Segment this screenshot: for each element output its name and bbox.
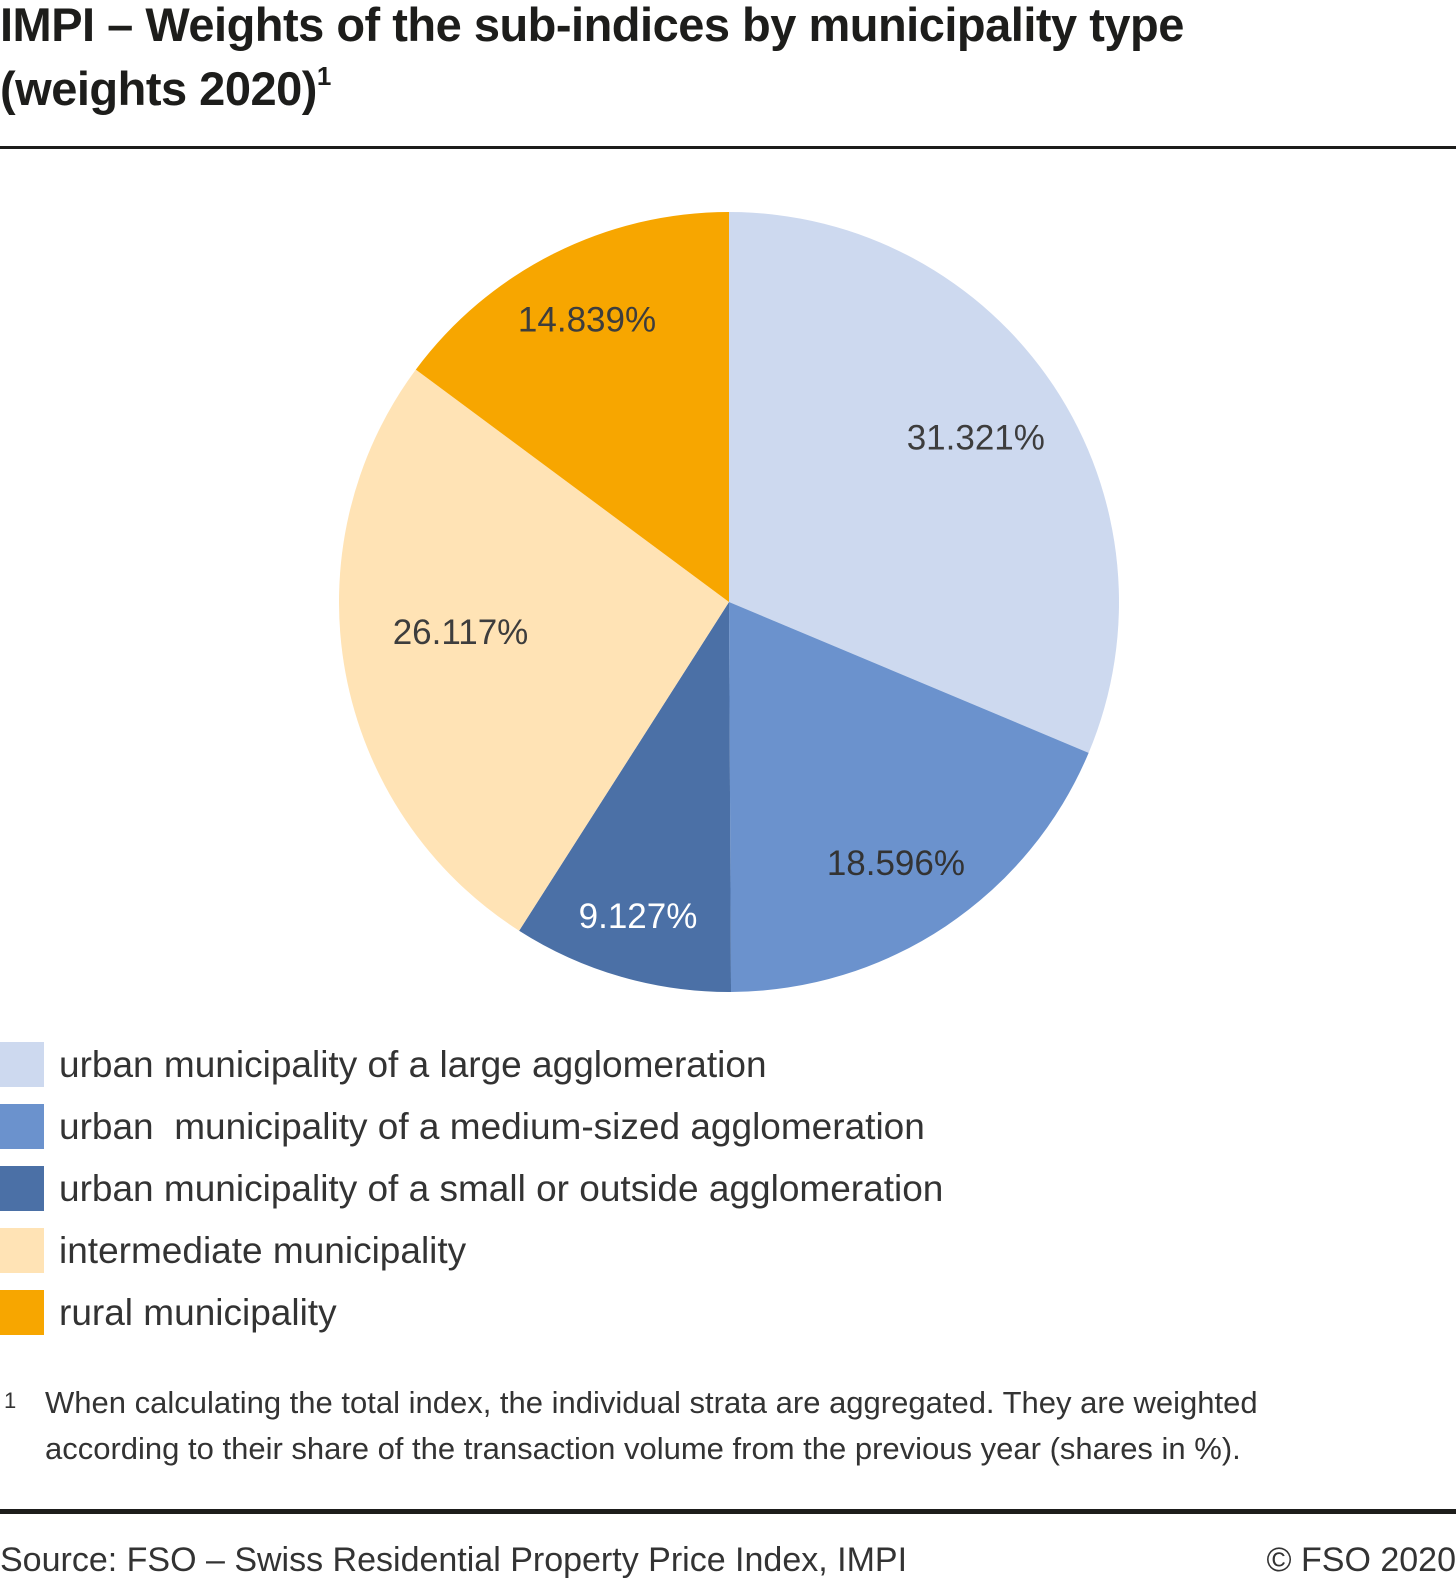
- footer: Source: FSO – Swiss Residential Property…: [0, 1541, 1456, 1580]
- copyright-text: © FSO 2020: [1266, 1541, 1456, 1579]
- legend-label: rural municipality: [59, 1291, 337, 1333]
- legend-swatch-icon: [0, 1290, 44, 1335]
- pie-slice-value-label: 26.117%: [393, 613, 529, 652]
- title-footnote-marker: 1: [316, 61, 331, 92]
- page-title-line2: (weights 2020): [0, 62, 317, 115]
- pie-slice-1: [729, 212, 1119, 753]
- pie-chart: 31.321% 18.596% 9.127% 26.117% 14.839%: [339, 212, 1119, 992]
- pie-slice-value-label: 31.321%: [907, 418, 1045, 457]
- pie-slice-value-label: 14.839%: [518, 300, 656, 339]
- pie-slice-5: [415, 212, 729, 602]
- footnote-text: When calculating the total index, the in…: [45, 1385, 1258, 1466]
- footnote-marker: 1: [4, 1388, 17, 1413]
- legend-swatch-icon: [0, 1042, 44, 1087]
- legend-item-small-agglomeration: urban municipality of a small or outside…: [0, 1166, 943, 1211]
- footer-divider: [0, 1509, 1456, 1514]
- pie-slice-value-label: 9.127%: [579, 897, 698, 936]
- legend-label: urban municipality of a large agglomerat…: [59, 1043, 767, 1085]
- legend-item-medium-agglomeration: urban municipality of a medium-sized agg…: [0, 1104, 943, 1149]
- source-text: Source: FSO – Swiss Residential Property…: [0, 1541, 908, 1579]
- pie-slice-4: [339, 369, 729, 931]
- legend: urban municipality of a large agglomerat…: [0, 1042, 943, 1335]
- legend-swatch-icon: [0, 1104, 44, 1149]
- page-title: IMPI – Weights of the sub-indices by mun…: [0, 0, 1184, 121]
- legend-item-rural: rural municipality: [0, 1290, 943, 1335]
- legend-item-intermediate: intermediate municipality: [0, 1228, 943, 1273]
- pie-slice-3: [519, 602, 732, 992]
- legend-swatch-icon: [0, 1166, 44, 1211]
- page-title-line1: IMPI – Weights of the sub-indices by mun…: [0, 0, 1184, 51]
- legend-swatch-icon: [0, 1228, 44, 1273]
- pie-slice-2: [729, 602, 1089, 992]
- legend-label: intermediate municipality: [59, 1229, 467, 1271]
- title-divider: [0, 146, 1456, 149]
- legend-item-large-agglomeration: urban municipality of a large agglomerat…: [0, 1042, 943, 1087]
- legend-label: urban municipality of a small or outside…: [59, 1167, 944, 1209]
- pie-slice-value-label: 18.596%: [827, 844, 965, 883]
- footnote: 1 When calculating the total index, the …: [0, 1380, 1375, 1472]
- legend-label: urban municipality of a medium-sized agg…: [59, 1105, 925, 1147]
